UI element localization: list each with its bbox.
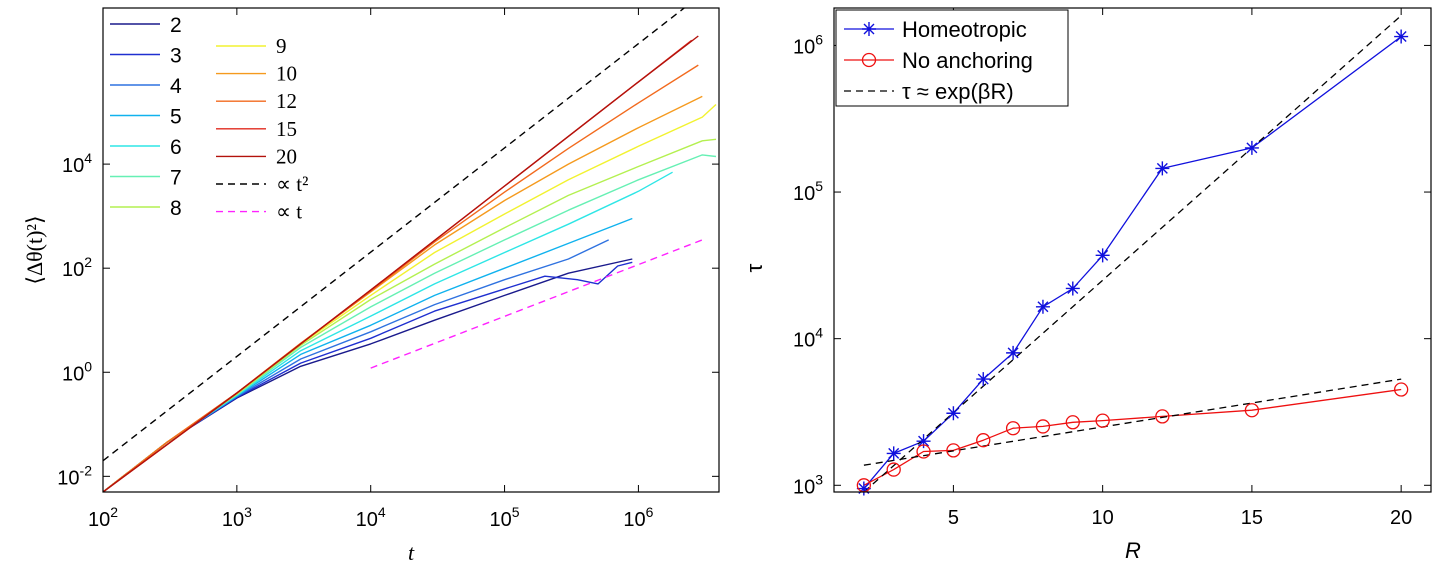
- right-marker-no-anchoring: [916, 444, 931, 459]
- left-series-line-6: [103, 171, 673, 492]
- left-x-tick-label: 103: [222, 504, 252, 531]
- left-y-tick-label: 104: [62, 150, 92, 177]
- right-marker-homeotropic: [1394, 29, 1409, 44]
- right-marker-homeotropic: [1155, 161, 1170, 176]
- left-legend-label-10: 10: [276, 62, 297, 86]
- right-x-axis-label: R: [1125, 538, 1141, 563]
- right-y-axis-label: τ: [742, 263, 767, 272]
- left-legend-label-20: 20: [276, 144, 297, 168]
- right-axes-box: [833, 7, 1432, 493]
- left-series-line-15: [103, 39, 693, 492]
- right-marker-no-anchoring: [1155, 409, 1170, 424]
- left-legend-label-6: 6: [170, 136, 182, 159]
- left-x-tick-label: 105: [490, 504, 520, 531]
- right-plot-area: [833, 7, 1432, 496]
- left-plot-area: [102, 7, 720, 493]
- right-y-tick-label: 106: [793, 31, 823, 58]
- right-marker-homeotropic: [1244, 140, 1259, 155]
- right-marker-homeotropic: [1065, 281, 1080, 296]
- right-series-line-series-3: [863, 378, 1402, 466]
- right-y-tick-label: 103: [793, 471, 823, 498]
- left-legend-label-12: 12: [276, 89, 297, 113]
- left-x-axis-label: t: [408, 540, 415, 565]
- right-marker-no-anchoring: [946, 443, 961, 458]
- left-legend: 2 3 4 5 6 7 8 9 10 12 15 20 ∝ t² ∝ t: [110, 14, 308, 224]
- right-marker-no-anchoring: [886, 462, 901, 477]
- right-legend-label-no-anchoring: No anchoring: [902, 48, 1033, 73]
- left-legend-label-7: 7: [170, 167, 182, 190]
- right-marker-homeotropic: [1035, 299, 1050, 314]
- left-x-tick-label: 104: [356, 504, 386, 531]
- left-legend-label-4: 4: [170, 75, 182, 98]
- left-x-tick-labels: 102 103 104 105 106: [88, 504, 654, 531]
- right-series-line-no-anchoring: [863, 388, 1402, 486]
- left-legend-label-5: 5: [170, 106, 182, 129]
- right-chart: 5 10 15 20 103 104 105 106 R τ Homeotropic No a…: [742, 7, 1432, 563]
- right-marker-no-anchoring: [1095, 413, 1110, 428]
- right-marker-homeotropic: [946, 406, 961, 421]
- right-marker-homeotropic: [856, 481, 871, 496]
- left-y-axis-label: ⟨Δθ(t)²⟩: [22, 215, 47, 284]
- left-y-tick-labels: 10-2 100 102 104: [57, 150, 92, 489]
- right-series-lines: [863, 15, 1402, 492]
- right-marker-no-anchoring: [1244, 403, 1260, 418]
- left-series-line-9: [103, 103, 717, 492]
- right-marker-no-anchoring: [976, 433, 991, 448]
- left-legend-label-3: 3: [170, 45, 182, 68]
- left-legend-label-15: 15: [276, 117, 297, 141]
- right-marker-homeotropic: [1006, 345, 1021, 360]
- left-legend-label-8: 8: [170, 197, 182, 220]
- left-series-line-7: [103, 154, 717, 492]
- left-y-tick-label: 100: [62, 358, 92, 385]
- right-y-tick-label: 104: [793, 325, 823, 352]
- left-series-line-5: [103, 217, 633, 492]
- left-series-line-10: [103, 95, 703, 492]
- left-series-line-12: [103, 64, 699, 492]
- left-series-lines: [103, 8, 717, 492]
- right-legend-marker-homeotropic: [862, 22, 876, 36]
- right-legend-label-homeotropic: Homeotropic: [902, 17, 1027, 42]
- left-x-tick-label: 102: [88, 504, 118, 531]
- right-marker-homeotropic: [976, 372, 991, 387]
- left-x-tick-label: 106: [623, 504, 653, 531]
- left-y-tick-label: 102: [62, 254, 92, 281]
- left-y-tick-label: 10-2: [57, 462, 92, 489]
- right-marker-homeotropic: [886, 446, 901, 461]
- left-legend-label-2: 2: [170, 14, 182, 37]
- left-series-line-t: [370, 239, 703, 369]
- left-legend-label-t: ∝ t²: [276, 172, 308, 196]
- left-legend-label-t: ∝ t: [276, 200, 302, 224]
- right-marker-no-anchoring: [1394, 382, 1409, 397]
- right-legend: Homeotropic No anchoring τ ≈ exp(βR): [835, 9, 1069, 107]
- right-marker-no-anchoring: [1065, 415, 1080, 430]
- left-axes-box: [102, 7, 720, 493]
- right-x-tick-label: 20: [1390, 507, 1412, 529]
- right-x-tick-label: 5: [948, 507, 959, 529]
- right-marker-homeotropic: [916, 434, 931, 449]
- right-y-tick-labels: 103 104 105 106: [793, 31, 823, 498]
- left-series-line-20: [103, 35, 699, 492]
- right-x-tick-labels: 5 10 15 20: [948, 507, 1412, 529]
- left-ticks: [102, 8, 719, 492]
- right-marker-homeotropic: [1095, 248, 1110, 263]
- right-legend-marker-no-anchoring: [861, 52, 877, 68]
- right-x-tick-label: 15: [1241, 507, 1263, 529]
- left-series-line-4: [103, 239, 609, 492]
- right-marker-no-anchoring: [1035, 419, 1051, 434]
- right-y-tick-label: 105: [793, 178, 823, 205]
- right-legend-label-exp-r: τ ≈ exp(βR): [902, 79, 1014, 104]
- left-legend-label-9: 9: [276, 34, 287, 58]
- right-series-markers: [856, 29, 1409, 496]
- right-marker-no-anchoring: [1005, 421, 1021, 436]
- left-series-line-t: [103, 8, 685, 462]
- right-x-tick-label: 10: [1092, 507, 1114, 529]
